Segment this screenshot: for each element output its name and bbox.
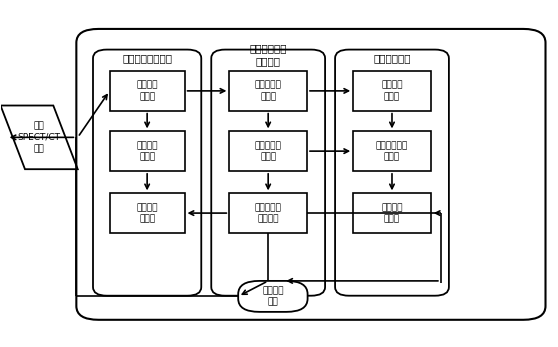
Bar — [353, 131, 431, 171]
Text: 疗效参数估
计子模块: 疗效参数估 计子模块 — [255, 203, 282, 223]
Polygon shape — [1, 105, 78, 169]
Text: 治疗监测模块: 治疗监测模块 — [373, 53, 411, 63]
FancyBboxPatch shape — [238, 281, 307, 312]
Bar — [110, 131, 185, 171]
Text: 图像处理
子模块: 图像处理 子模块 — [136, 141, 158, 161]
Text: 恢复区定位
子模块: 恢复区定位 子模块 — [255, 141, 282, 161]
Bar — [229, 71, 307, 111]
Bar — [110, 193, 185, 233]
Text: 模板生成
子模块: 模板生成 子模块 — [136, 203, 158, 223]
Bar — [353, 71, 431, 111]
Text: 临床诊断
报告: 临床诊断 报告 — [262, 286, 283, 307]
FancyBboxPatch shape — [335, 50, 449, 296]
Text: 治疗前后图像
分析模块: 治疗前后图像 分析模块 — [249, 43, 287, 66]
Text: 参数选择
子模块: 参数选择 子模块 — [381, 81, 403, 101]
Text: 临床
SPECT/CT
摄像: 临床 SPECT/CT 摄像 — [18, 121, 61, 153]
Text: 结果输出
子模块: 结果输出 子模块 — [381, 203, 403, 223]
Text: 缺血区定位
子模块: 缺血区定位 子模块 — [255, 81, 282, 101]
FancyBboxPatch shape — [93, 50, 201, 296]
Text: 图像存储
子模块: 图像存储 子模块 — [136, 81, 158, 101]
Text: 专家系统设定
子模块: 专家系统设定 子模块 — [376, 141, 408, 161]
FancyBboxPatch shape — [211, 50, 325, 296]
Bar — [110, 71, 185, 111]
Text: 临床图像处理模块: 临床图像处理模块 — [122, 53, 172, 63]
Bar — [353, 193, 431, 233]
Bar — [229, 193, 307, 233]
Bar — [229, 131, 307, 171]
FancyBboxPatch shape — [76, 29, 546, 320]
